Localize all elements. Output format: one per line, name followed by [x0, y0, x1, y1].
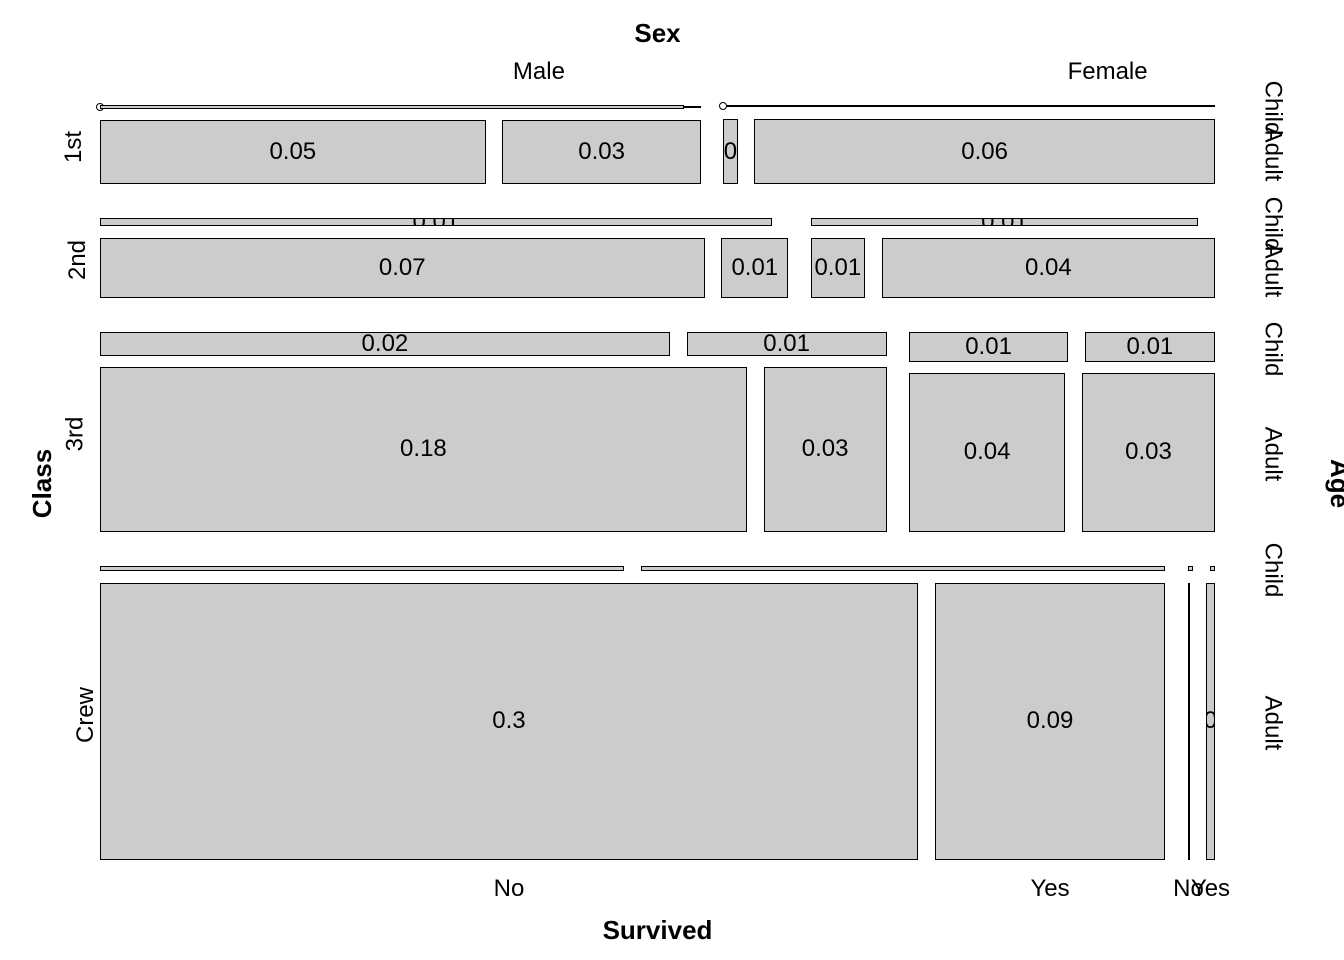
- mosaic-tile: 0.01: [1085, 332, 1215, 362]
- mosaic-tile: 0.09: [935, 583, 1166, 860]
- mosaic-tile-label: 0.07: [379, 254, 426, 282]
- mosaic-tile: 0.01: [687, 332, 887, 357]
- mosaic-tile-label: 0.01: [412, 218, 459, 226]
- mosaic-tile: 0.07: [100, 238, 705, 298]
- mosaic-tile-label: 0.04: [964, 438, 1011, 466]
- axis-label-class: 1st: [60, 131, 88, 163]
- axis-label-class: Crew: [72, 687, 100, 743]
- mosaic-tile-label: 0.01: [981, 218, 1028, 226]
- axis-label-age: Adult: [1258, 126, 1286, 181]
- mosaic-tile: 0.04: [882, 238, 1215, 298]
- mosaic-tile: [641, 566, 1165, 572]
- mosaic-tile: 0.01: [909, 332, 1068, 362]
- mosaic-tile-label: 0.01: [731, 254, 778, 282]
- axis-label-class: 2nd: [64, 240, 92, 280]
- mosaic-tile-label: 0.03: [802, 435, 849, 463]
- mosaic-tile: [1188, 566, 1193, 572]
- axis-label-age: Adult: [1258, 696, 1286, 751]
- axis-label-survived: Yes: [1010, 875, 1090, 903]
- mosaic-tile: 0.03: [1082, 373, 1215, 532]
- mosaic-tile-label: 0.01: [814, 254, 861, 282]
- axis-title-top: Sex: [100, 18, 1215, 48]
- axis-label-sex: Male: [479, 58, 599, 88]
- mosaic-tile: 0: [1206, 583, 1215, 860]
- mosaic-tile: 0.02: [100, 332, 670, 357]
- mosaic-tile-label: 0.03: [578, 138, 625, 166]
- mosaic-tile: 0.01: [100, 218, 772, 226]
- axis-label-sex: Female: [1048, 58, 1168, 88]
- mosaic-tile: 0.03: [502, 120, 701, 184]
- axis-label-survived: No: [469, 875, 549, 903]
- mosaic-tile-label: 0.02: [362, 332, 409, 357]
- mosaic-tile: 0.05: [100, 120, 486, 184]
- mosaic-zero-line: [723, 105, 1215, 107]
- mosaic-tile: [100, 105, 684, 109]
- mosaic-tile-label: 0.09: [1027, 707, 1074, 735]
- mosaic-tile: [100, 566, 624, 572]
- mosaic-tile-label: 0.18: [400, 435, 447, 463]
- mosaic-tile: 0.04: [909, 373, 1065, 532]
- mosaic-tile-label: 0.01: [965, 333, 1012, 361]
- mosaic-tile-label: 0.04: [1025, 254, 1072, 282]
- mosaic-tile: 0.3: [100, 583, 918, 860]
- axis-label-age: Adult: [1258, 427, 1286, 482]
- mosaic-zero-circle: [719, 102, 727, 110]
- mosaic-tile: 0.01: [721, 238, 788, 298]
- mosaic-tile-label: 0.3: [492, 707, 525, 735]
- axis-label-age: Child: [1258, 543, 1286, 598]
- mosaic-tile-label: 0.05: [269, 138, 316, 166]
- mosaic-tile-label: 0.06: [961, 138, 1008, 166]
- mosaic-tile: 0.06: [754, 119, 1215, 184]
- mosaic-tile-label: 0: [724, 138, 737, 166]
- mosaic-tile: 0.03: [764, 367, 887, 531]
- mosaic-tile: 0: [723, 119, 737, 184]
- axis-label-age: Adult: [1258, 242, 1286, 297]
- axis-label-survived: Yes: [1170, 875, 1250, 903]
- mosaic-tile: 0.01: [811, 218, 1199, 226]
- mosaic-tile: 0.01: [811, 238, 865, 298]
- mosaic-plot: Sex Survived Class Age Male Female 1st 0.05 0.03…: [0, 0, 1344, 960]
- mosaic-tile-label: 0.01: [763, 332, 810, 357]
- axis-label-age: Child: [1258, 321, 1286, 376]
- axis-label-class: 3rd: [61, 416, 89, 451]
- axis-title-left: Class: [27, 448, 58, 517]
- axis-title-bottom: Survived: [100, 915, 1215, 945]
- mosaic-tile-label: 0.01: [1127, 333, 1174, 361]
- mosaic-tile-label: 0.03: [1125, 438, 1172, 466]
- mosaic-tile: [1188, 583, 1190, 860]
- mosaic-tile: [1210, 566, 1215, 572]
- axis-title-right: Age: [1324, 458, 1344, 507]
- mosaic-tile: 0.18: [100, 367, 747, 531]
- mosaic-tile-label: 0: [1206, 707, 1215, 735]
